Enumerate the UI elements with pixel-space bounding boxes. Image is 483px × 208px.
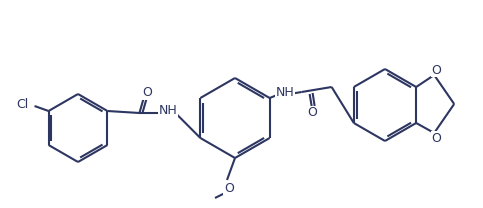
Text: Cl: Cl: [16, 99, 28, 111]
Text: NH: NH: [275, 85, 294, 99]
Text: NH: NH: [159, 104, 178, 118]
Text: O: O: [431, 63, 441, 77]
Text: O: O: [431, 131, 441, 145]
Text: O: O: [142, 87, 152, 99]
Text: O: O: [308, 106, 318, 120]
Text: O: O: [224, 182, 234, 194]
